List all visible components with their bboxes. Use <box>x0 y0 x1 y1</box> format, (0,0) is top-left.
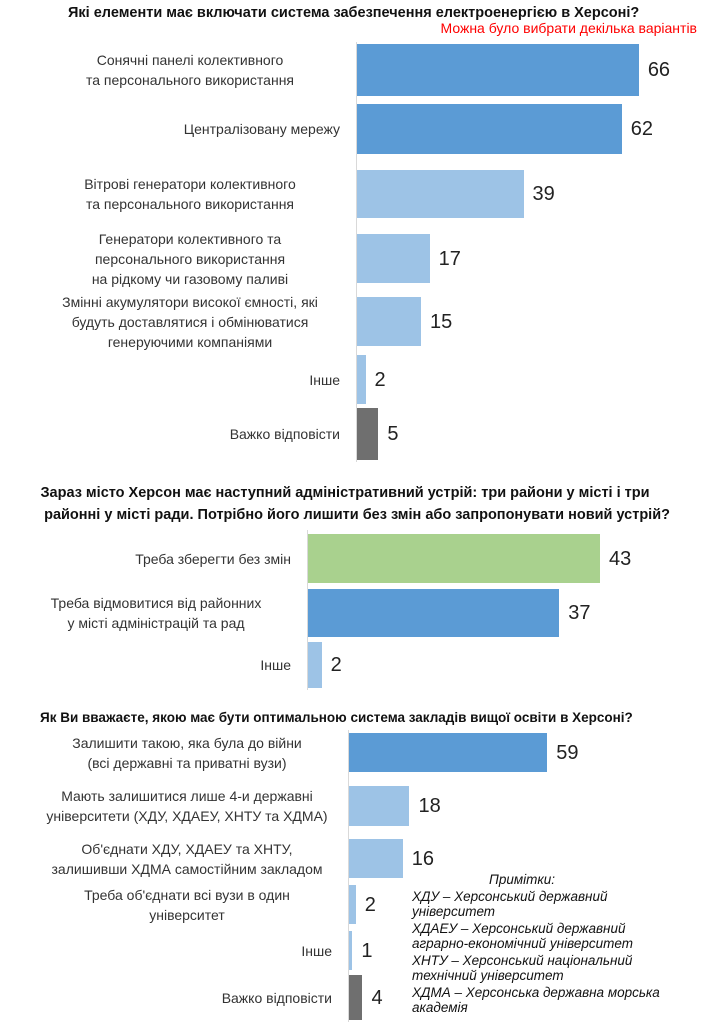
notes: Примітки: ХДУ – Херсонський державний ун… <box>412 872 662 1017</box>
chart3-category-label: Мають залишитися лише 4-и державні універ… <box>46 788 328 824</box>
chart1-bar <box>357 234 430 283</box>
chart1-category-label: Інше <box>309 371 340 388</box>
chart1-value-label: 66 <box>647 59 671 81</box>
chart1-bar <box>357 297 422 346</box>
chart2-value-label: 37 <box>568 602 591 624</box>
chart1-value-label: 39 <box>532 183 555 205</box>
chart1-title: Які елементи має включати система забезп… <box>68 5 640 21</box>
chart1-bar <box>357 170 524 218</box>
chart3-bar <box>349 786 410 826</box>
chart1-bar <box>357 408 379 460</box>
note-item: ХНТУ – Херсонський національний технічни… <box>412 953 633 983</box>
chart3-value-label: 4 <box>371 986 383 1009</box>
chart2-bar <box>308 589 560 637</box>
chart3-value-label: 1 <box>361 939 373 962</box>
chart1-category-label: Генератори колективного та персонального … <box>91 230 289 287</box>
chart2-category-label: Інше <box>260 657 291 673</box>
chart2-axis <box>307 530 308 690</box>
chart3-value-label: 2 <box>364 893 376 916</box>
chart3-bar <box>349 931 353 970</box>
chart1-axis <box>356 42 357 462</box>
chart3-bar <box>349 839 403 878</box>
chart3-category-label: Об'єднати ХДУ, ХДАЕУ та ХНТУ, залишивши Х… <box>51 840 323 877</box>
chart3-value-label: 18 <box>418 795 441 817</box>
chart3-axis <box>348 730 349 1022</box>
chart2-category-label: Треба зберегти без змін <box>135 550 291 567</box>
chart3-bar <box>349 885 356 924</box>
chart2-value-label: 43 <box>608 547 632 570</box>
chart3-bar <box>349 733 548 772</box>
chart1-value-label: 2 <box>374 368 386 391</box>
chart1-value-label: 17 <box>438 247 461 270</box>
chart3-category-label: Залишити такою, яка була до війни (всі де… <box>72 734 302 771</box>
chart3-category-label: Важко відповісти <box>221 989 332 1006</box>
note-item: ХДУ – Херсонський державний університет <box>412 889 608 919</box>
chart2-title: Зараз місто Херсон має наступний адмініс… <box>40 485 670 523</box>
chart1-value-label: 62 <box>630 118 653 140</box>
chart2-value-label: 2 <box>330 654 342 676</box>
chart1-subtitle: Можна було вибрати декілька варіантів <box>440 20 698 36</box>
chart1-value-label: 5 <box>387 423 399 445</box>
chart3-bar <box>349 975 363 1020</box>
chart3-value-label: 16 <box>411 847 434 870</box>
chart2-category-label: Треба відмовитися від районних у місті ад… <box>50 595 262 631</box>
chart1-category-label: Сонячні панелі колективного та персональн… <box>85 52 295 88</box>
chart3-value-label: 59 <box>556 741 579 764</box>
chart1-category-label: Вітрові генератори колективного та персон… <box>84 176 296 212</box>
note-item: ХДАЕУ – Херсонський державний аграрно-ек… <box>412 921 633 951</box>
notes-heading: Примітки: <box>489 872 555 887</box>
chart2-bar <box>308 642 322 688</box>
chart3-category-label: Інше <box>301 942 332 959</box>
chart1-value-label: 15 <box>430 310 453 333</box>
chart1-category-label: Важко відповісти <box>229 426 340 442</box>
chart3-category-label: Треба об'єднати всі вузи в один університ… <box>84 886 290 923</box>
chart1-bar <box>357 44 639 96</box>
note-item: ХДМА – Херсонська державна морська акаде… <box>412 985 660 1015</box>
chart1-bar <box>357 355 366 404</box>
chart1-bar <box>357 104 622 154</box>
chart1-category-label: Змінні акумулятори високої ємності, які б… <box>62 293 318 350</box>
chart2-bar <box>308 534 600 583</box>
chart3-title: Як Ви вважаєте, якою має бути оптимально… <box>40 710 633 725</box>
chart1-category-label: Централізовану мережу <box>183 121 340 137</box>
